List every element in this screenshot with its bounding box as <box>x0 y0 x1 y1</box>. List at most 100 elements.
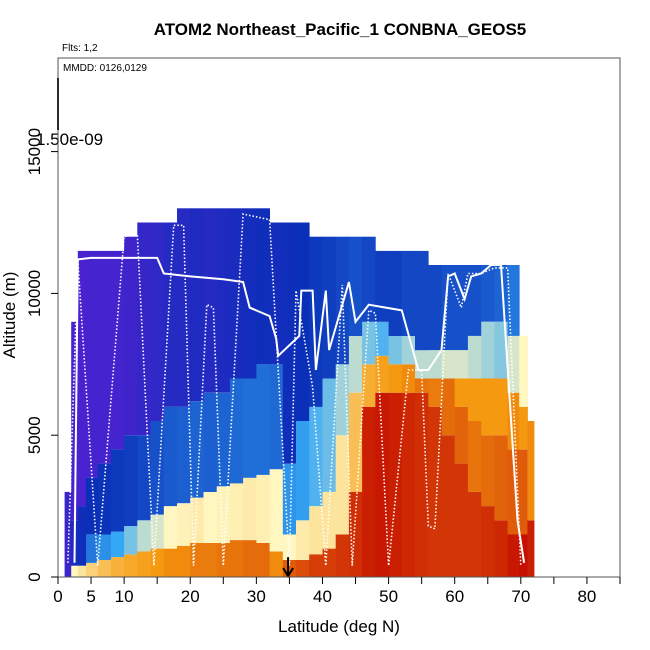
marker-arrowhead <box>282 567 294 578</box>
y-tick-label: 15000 <box>25 128 44 175</box>
heatmap-cell <box>77 506 87 566</box>
heatmap-cell <box>243 540 257 577</box>
heatmap-cell <box>97 463 112 535</box>
heatmap-cell <box>507 534 520 577</box>
heatmap-cell <box>494 378 508 436</box>
heatmap-cell <box>375 392 389 577</box>
heatmap-cell <box>335 534 350 577</box>
x-tick-label: 70 <box>511 587 530 606</box>
heatmap-cell <box>481 378 495 436</box>
heatmap-cell <box>467 378 482 421</box>
plot-frame <box>57 57 621 578</box>
heatmap-cell <box>229 378 244 484</box>
y-axis-title: Altitude (m) <box>0 272 19 359</box>
heatmap-cell <box>322 378 337 492</box>
x-tick-label: 5 <box>86 587 95 606</box>
x-axis: 0 5 10 20 30 40 50 60 70 80 <box>53 577 621 606</box>
heatmap-cell <box>415 392 429 577</box>
heatmap-cell <box>137 551 151 577</box>
heatmap-cell <box>282 463 297 535</box>
heatmap-cell <box>256 364 270 475</box>
y-axis: 0 5000 10000 15000 <box>25 128 58 582</box>
heatmap-cell <box>441 265 456 351</box>
x-tick-label: 60 <box>445 587 464 606</box>
heatmap-cell <box>441 435 456 577</box>
heatmap-cell <box>203 208 218 393</box>
flights-note: Flts: 1,2 <box>62 43 98 54</box>
heatmap-cell <box>507 335 520 393</box>
heatmap-cell <box>401 250 416 336</box>
heatmap-cell <box>243 378 257 478</box>
latitude-marker <box>282 557 294 578</box>
heatmap-cell <box>124 526 138 555</box>
heatmap-cell <box>481 506 495 577</box>
flight-track-dotted <box>67 213 522 566</box>
heatmap-cell <box>110 250 125 450</box>
heatmap-cell <box>256 208 270 365</box>
heatmap-cell <box>190 208 204 402</box>
x-tick-label: 80 <box>577 587 596 606</box>
heatmap-cell <box>282 222 297 464</box>
x-tick-label: 0 <box>53 587 62 606</box>
heatmap-cell <box>296 222 310 421</box>
heatmap-field <box>64 208 535 577</box>
heatmap-cell <box>415 350 429 379</box>
heatmap-cell <box>454 350 469 379</box>
heatmap-cell <box>335 435 350 535</box>
heatmap-cell <box>467 421 482 492</box>
heatmap-cell <box>229 540 244 577</box>
heatmap-cell <box>137 222 151 436</box>
heatmap-cell <box>507 449 520 535</box>
heatmap-cell <box>362 364 376 407</box>
heatmap-cell <box>163 222 178 407</box>
heatmap-cell <box>97 250 112 464</box>
heatmap-cell <box>203 543 218 577</box>
heatmap-cell <box>86 534 99 563</box>
heatmap-cell <box>229 208 244 379</box>
heatmap-cell <box>269 364 284 470</box>
heatmap-cell <box>335 364 350 436</box>
heatmap-cell <box>177 406 191 504</box>
heatmap-cell <box>97 534 112 560</box>
heatmap-cell <box>454 406 469 464</box>
heatmap-cell <box>86 477 99 535</box>
heatmap-cell <box>150 514 165 549</box>
heatmap-cell <box>77 565 87 577</box>
heatmap-cell <box>77 250 87 507</box>
heatmap-cell <box>519 449 528 535</box>
heatmap-cell <box>269 469 284 552</box>
heatmap-cell <box>481 265 495 322</box>
heatmap-cell <box>309 236 323 407</box>
chart-title: ATOM2 Northeast_Pacific_1 CONBNA_GEOS5 <box>154 20 527 39</box>
color-scale-max-label: 1.50e-09 <box>36 130 103 149</box>
flight-tracks <box>67 213 526 566</box>
heatmap-cell <box>296 421 310 521</box>
heatmap-cell <box>481 435 495 507</box>
heatmap-cell <box>362 236 376 322</box>
heatmap-cell <box>348 491 363 577</box>
heatmap-cell <box>177 545 191 577</box>
dates-note: MMDD: 0126,0129 <box>63 63 147 74</box>
heatmap-cell <box>454 463 469 577</box>
heatmap-cell <box>467 265 482 336</box>
heatmap-cell <box>388 392 403 577</box>
heatmap-cell <box>309 554 323 577</box>
heatmap-cell <box>322 548 337 577</box>
x-tick-label: 40 <box>313 587 332 606</box>
heatmap-cell <box>296 560 310 577</box>
heatmap-cell <box>348 236 363 336</box>
heatmap-cell <box>362 406 376 577</box>
heatmap-cell <box>163 548 178 577</box>
y-tick-label: 0 <box>25 572 44 581</box>
y-tick-label: 5000 <box>25 416 44 454</box>
heatmap-cell <box>441 378 456 436</box>
heatmap-cell <box>441 350 456 379</box>
heatmap-cell <box>375 321 389 356</box>
heatmap-cell <box>71 565 79 577</box>
heatmap-cell <box>137 520 151 552</box>
heatmap-cell <box>401 364 416 393</box>
heatmap-cell <box>229 483 244 541</box>
heatmap-cell <box>388 364 403 393</box>
heatmap-cell <box>494 435 508 521</box>
